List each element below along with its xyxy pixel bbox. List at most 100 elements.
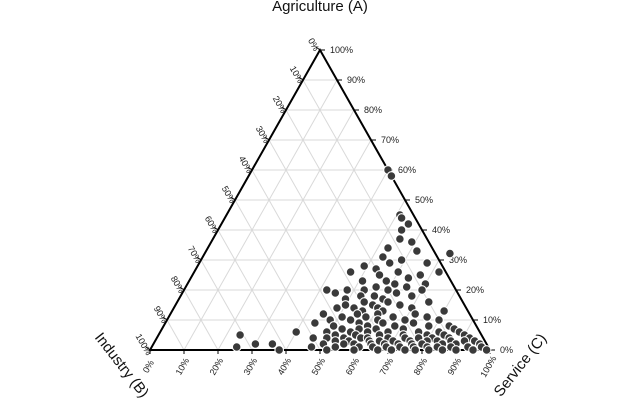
tick-label-c: 70% — [378, 356, 396, 377]
data-point — [374, 270, 385, 280]
data-point — [267, 339, 278, 349]
data-point — [403, 219, 414, 229]
tick-mark-b — [298, 76, 304, 81]
data-point — [371, 282, 381, 292]
data-point — [381, 276, 392, 286]
data-point — [401, 282, 412, 292]
tick-mark-b — [213, 226, 219, 231]
data-point — [349, 345, 359, 355]
grid-line-b-8 — [183, 289, 219, 351]
data-point — [451, 345, 461, 355]
data-point — [332, 303, 342, 313]
tick-label-a: 100% — [330, 45, 353, 55]
data-point — [434, 315, 444, 325]
tick-label-a: 30% — [449, 255, 467, 265]
tick-label-a: 50% — [415, 195, 433, 205]
tick-mark-b — [196, 256, 202, 261]
tick-label-c: 30% — [242, 356, 260, 377]
data-point — [345, 315, 356, 325]
data-point — [422, 258, 432, 268]
data-point — [423, 297, 434, 307]
data-point — [342, 285, 353, 295]
tick-mark-b — [162, 316, 168, 321]
data-point — [321, 285, 332, 295]
tick-mark-b — [230, 196, 236, 201]
data-point — [359, 297, 370, 307]
tick-label-c: 40% — [276, 356, 294, 377]
tick-label-a: 40% — [432, 225, 450, 235]
data-point — [291, 327, 302, 337]
tick-label-b: 100% — [134, 332, 154, 357]
data-point — [396, 213, 407, 223]
data-point — [330, 288, 341, 298]
data-point — [337, 324, 347, 334]
data-point — [434, 267, 444, 277]
data-point — [395, 234, 405, 244]
tick-label-c: 80% — [412, 356, 430, 377]
data-point — [330, 342, 341, 352]
data-point — [235, 330, 245, 340]
data-point — [328, 321, 339, 331]
data-point — [396, 255, 407, 265]
data-point — [383, 297, 393, 307]
data-point — [383, 243, 393, 253]
data-point — [337, 312, 347, 322]
tick-label-c: 0% — [141, 358, 156, 374]
data-point — [310, 318, 320, 328]
data-point — [423, 321, 434, 331]
data-point — [345, 267, 356, 277]
data-point — [415, 270, 426, 280]
grid-line-c-1 — [183, 79, 338, 351]
data-point — [439, 306, 449, 316]
data-point — [408, 318, 419, 328]
data-point — [391, 288, 402, 298]
tick-label-c: 60% — [344, 356, 362, 377]
data-point — [410, 309, 421, 319]
data-point — [384, 258, 395, 268]
data-point — [400, 315, 410, 325]
data-point — [445, 248, 455, 259]
data-point — [388, 312, 398, 322]
data-point — [359, 261, 370, 271]
grid-line-c-3 — [251, 139, 372, 351]
data-points — [231, 165, 492, 355]
axis-title-agriculture: Agriculture (A) — [272, 0, 368, 15]
data-point — [361, 312, 371, 322]
data-point — [400, 345, 410, 355]
data-point — [437, 345, 448, 355]
data-point — [481, 345, 492, 355]
data-point — [352, 309, 363, 319]
data-point — [386, 345, 397, 355]
data-point — [378, 252, 388, 262]
data-point — [393, 267, 404, 277]
tick-mark-b — [145, 346, 151, 351]
data-point — [406, 291, 417, 301]
grid-line-b-9 — [166, 319, 185, 351]
data-point — [422, 312, 432, 322]
data-point — [389, 321, 400, 331]
tick-label-c: 50% — [310, 356, 328, 377]
data-point — [410, 345, 421, 355]
tick-mark-b — [179, 286, 185, 291]
tick-label-c: 10% — [174, 356, 192, 377]
axis-title-service: Service (C) — [491, 330, 551, 400]
tick-label-a: 80% — [364, 105, 382, 115]
data-point — [250, 339, 261, 349]
data-point — [338, 339, 349, 349]
tick-label-c: 20% — [208, 356, 226, 377]
data-point — [231, 342, 242, 352]
tick-mark-b — [315, 46, 321, 51]
tick-mark-b — [281, 106, 287, 111]
data-point — [417, 285, 427, 295]
grid-line-b-5 — [234, 199, 321, 351]
tick-label-a: 70% — [381, 135, 399, 145]
data-point — [321, 345, 332, 355]
data-point — [423, 345, 434, 355]
data-point — [406, 237, 417, 247]
tick-mark-b — [264, 136, 270, 141]
data-point — [468, 345, 478, 355]
grid-line-b-6 — [217, 229, 287, 351]
data-point — [372, 345, 383, 355]
data-point — [318, 309, 329, 319]
